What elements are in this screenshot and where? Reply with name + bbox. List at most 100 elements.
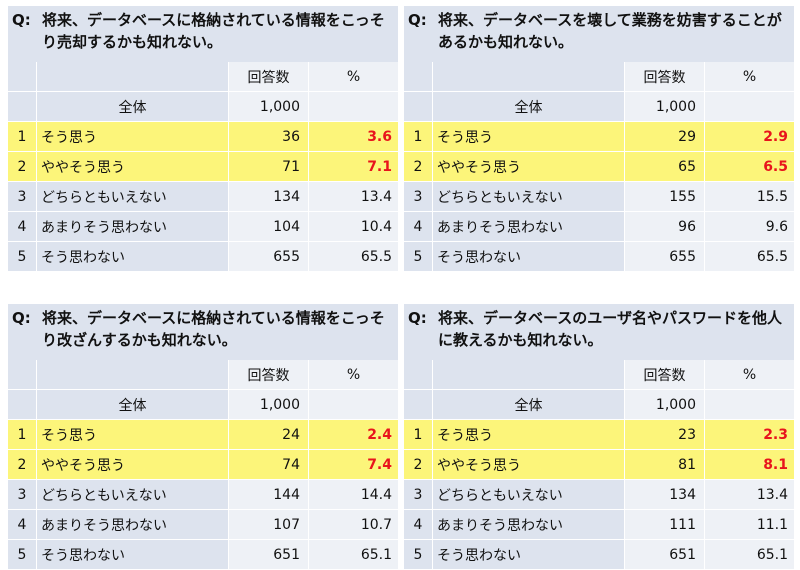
header-blank-cell	[432, 360, 625, 390]
total-row: 全体 1,000	[8, 389, 399, 420]
row-count: 651	[228, 539, 309, 570]
table-row: 4 あまりそう思わない 111 11.1	[404, 509, 795, 540]
total-row: 全体 1,000	[404, 389, 795, 420]
total-percent-blank	[308, 91, 399, 122]
response-table: 回答数% 全体 1,000 1 そう思う 23 2.3 2 ややそう思う 81 8.1 3 どちらともい…	[404, 360, 795, 570]
survey-table-destroy: Q: 将来、データベースを壊して業務を妨害することがあるかも知れない。 回答数% 全体…	[404, 6, 795, 272]
row-number: 1	[404, 419, 433, 450]
row-number: 2	[404, 151, 433, 182]
row-number: 4	[404, 509, 433, 540]
row-label: あまりそう思わない	[36, 509, 229, 540]
row-number: 4	[8, 211, 37, 242]
table-header-row: 回答数%	[404, 360, 795, 390]
row-number: 4	[8, 509, 37, 540]
total-row: 全体 1,000	[404, 91, 795, 122]
table-header-row: 回答数%	[404, 62, 795, 92]
row-percent: 15.5	[704, 181, 795, 212]
question-label: Q:	[408, 309, 427, 327]
total-count: 1,000	[624, 91, 705, 122]
row-count: 104	[228, 211, 309, 242]
survey-table-leak-password: Q: 将来、データベースのユーザ名やパスワードを他人に教えるかも知れない。回答数%…	[404, 304, 795, 570]
header-blank-cell	[8, 62, 37, 92]
table-row: 3 どちらともいえない 134 13.4	[8, 181, 399, 212]
table-row: 4 あまりそう思わない 104 10.4	[8, 211, 399, 242]
row-percent: 7.4	[308, 449, 399, 480]
table-row: 5 そう思わない 655 65.5	[8, 241, 399, 272]
question-text: 将来、データベースを壊して業務を妨害することがあるかも知れない。	[438, 11, 782, 51]
header-count: 回答数	[228, 360, 309, 390]
total-percent-blank	[704, 91, 795, 122]
row-number: 3	[404, 181, 433, 212]
survey-table-tamper: Q: 将来、データベースに格納されている情報をこっそり改ざんするかも知れない。 回答…	[8, 304, 399, 570]
header-count: 回答数	[624, 360, 705, 390]
row-label: そう思う	[432, 419, 625, 450]
table-row: 3 どちらともいえない 155 15.5	[404, 181, 795, 212]
row-percent: 7.1	[308, 151, 399, 182]
question-text: 将来、データベースに格納されている情報をこっそり売却するかも知れない。	[42, 11, 385, 51]
row-label: ややそう思う	[36, 449, 229, 480]
row-number: 1	[404, 121, 433, 152]
header-count: 回答数	[228, 62, 309, 92]
row-label: ややそう思う	[36, 151, 229, 182]
row-percent: 2.9	[704, 121, 795, 152]
row-percent: 10.7	[308, 509, 399, 540]
row-label: あまりそう思わない	[432, 509, 625, 540]
table-header-row: 回答数%	[8, 62, 399, 92]
table-row: 2 ややそう思う 81 8.1	[404, 449, 795, 480]
table-row: 2 ややそう思う 74 7.4	[8, 449, 399, 480]
total-label: 全体	[432, 389, 625, 420]
row-count: 36	[228, 121, 309, 152]
survey-table-sell: Q: 将来、データベースに格納されている情報をこっそり売却するかも知れない。回答数…	[8, 6, 399, 272]
total-label: 全体	[432, 91, 625, 122]
row-label: そう思う	[36, 419, 229, 450]
row-percent: 2.4	[308, 419, 399, 450]
total-label: 全体	[36, 389, 229, 420]
row-percent: 65.5	[308, 241, 399, 272]
row-count: 29	[624, 121, 705, 152]
total-row: 全体 1,000	[8, 91, 399, 122]
row-number: 5	[8, 539, 37, 570]
response-table: 回答数% 全体 1,000 1 そう思う 24 2.4 2 ややそう思う 74 7.4 3 どちらともい…	[8, 360, 399, 570]
question-header: Q: 将来、データベースに格納されている情報をこっそり改ざんするかも知れない。	[8, 304, 398, 360]
row-label: ややそう思う	[432, 449, 625, 480]
question-text: 将来、データベースのユーザ名やパスワードを他人に教えるかも知れない。	[438, 309, 782, 349]
header-count: 回答数	[624, 62, 705, 92]
row-count: 24	[228, 419, 309, 450]
question-text: 将来、データベースに格納されている情報をこっそり改ざんするかも知れない。	[42, 309, 385, 349]
row-number: 1	[8, 419, 37, 450]
question-label: Q:	[12, 11, 31, 29]
table-row: 1 そう思う 29 2.9	[404, 121, 795, 152]
table-row: 2 ややそう思う 65 6.5	[404, 151, 795, 182]
row-label: あまりそう思わない	[36, 211, 229, 242]
total-percent-blank	[308, 389, 399, 420]
table-row: 3 どちらともいえない 134 13.4	[404, 479, 795, 510]
question-header: Q: 将来、データベースのユーザ名やパスワードを他人に教えるかも知れない。	[404, 304, 794, 360]
header-blank-cell	[404, 62, 433, 92]
table-row: 3 どちらともいえない 144 14.4	[8, 479, 399, 510]
row-percent: 65.1	[308, 539, 399, 570]
total-blank-cell	[8, 389, 37, 420]
header-percent: %	[704, 360, 795, 390]
row-count: 144	[228, 479, 309, 510]
header-blank-cell	[404, 360, 433, 390]
row-count: 23	[624, 419, 705, 450]
table-row: 2 ややそう思う 71 7.1	[8, 151, 399, 182]
total-label: 全体	[36, 91, 229, 122]
header-blank-cell	[36, 62, 229, 92]
total-blank-cell	[404, 91, 433, 122]
row-percent: 65.1	[704, 539, 795, 570]
row-count: 655	[228, 241, 309, 272]
row-percent: 2.3	[704, 419, 795, 450]
table-row: 5 そう思わない 655 65.5	[404, 241, 795, 272]
total-percent-blank	[704, 389, 795, 420]
row-count: 111	[624, 509, 705, 540]
table-row: 4 あまりそう思わない 107 10.7	[8, 509, 399, 540]
row-label: どちらともいえない	[36, 479, 229, 510]
row-label: そう思わない	[432, 539, 625, 570]
row-number: 2	[8, 449, 37, 480]
row-percent: 9.6	[704, 211, 795, 242]
row-percent: 14.4	[308, 479, 399, 510]
total-count: 1,000	[228, 91, 309, 122]
row-label: そう思わない	[432, 241, 625, 272]
table-row: 4 あまりそう思わない 96 9.6	[404, 211, 795, 242]
